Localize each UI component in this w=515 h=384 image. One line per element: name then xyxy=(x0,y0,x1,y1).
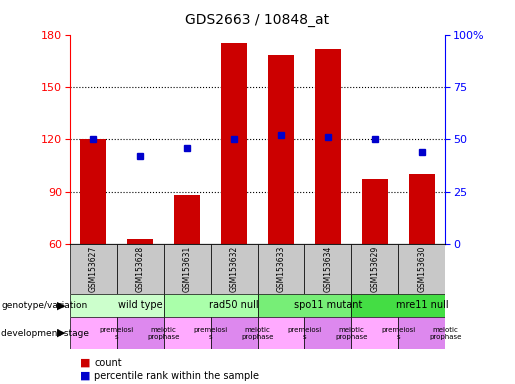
Bar xyxy=(352,244,399,294)
Text: GSM153627: GSM153627 xyxy=(89,246,97,292)
Bar xyxy=(70,294,164,317)
Text: spo11 mutant: spo11 mutant xyxy=(294,300,362,310)
Bar xyxy=(116,244,164,294)
Text: mre11 null: mre11 null xyxy=(396,300,448,310)
Bar xyxy=(268,56,294,244)
Text: development stage: development stage xyxy=(1,329,89,338)
Text: percentile rank within the sample: percentile rank within the sample xyxy=(94,371,259,381)
Text: GSM153632: GSM153632 xyxy=(230,246,238,292)
Bar xyxy=(70,244,116,294)
Bar xyxy=(304,317,352,349)
Bar xyxy=(127,238,153,244)
Text: GSM153634: GSM153634 xyxy=(323,246,333,292)
Bar xyxy=(211,317,258,349)
Text: GDS2663 / 10848_at: GDS2663 / 10848_at xyxy=(185,13,330,27)
Bar xyxy=(362,179,388,244)
Bar xyxy=(164,317,211,349)
Text: premeiosi
s: premeiosi s xyxy=(99,327,134,339)
Text: GSM153631: GSM153631 xyxy=(182,246,192,292)
Text: rad50 null: rad50 null xyxy=(209,300,259,310)
Text: GSM153628: GSM153628 xyxy=(135,246,145,292)
Bar xyxy=(221,43,247,244)
Bar xyxy=(258,244,304,294)
Text: meiotic
prophase: meiotic prophase xyxy=(147,327,180,339)
Text: ▶: ▶ xyxy=(57,328,65,338)
Bar xyxy=(409,174,435,244)
Bar xyxy=(80,139,106,244)
Text: premeiosi
s: premeiosi s xyxy=(381,327,416,339)
Text: genotype/variation: genotype/variation xyxy=(1,301,87,310)
Bar xyxy=(211,244,258,294)
Text: GSM153633: GSM153633 xyxy=(277,246,285,292)
Text: premeiosi
s: premeiosi s xyxy=(193,327,228,339)
Bar xyxy=(70,317,116,349)
Text: wild type: wild type xyxy=(118,300,162,310)
Text: GSM153629: GSM153629 xyxy=(370,246,380,292)
Bar xyxy=(304,244,352,294)
Text: GSM153630: GSM153630 xyxy=(418,246,426,292)
Bar xyxy=(116,317,164,349)
Bar xyxy=(352,294,445,317)
Bar xyxy=(164,244,211,294)
Text: meiotic
prophase: meiotic prophase xyxy=(242,327,273,339)
Bar xyxy=(352,317,399,349)
Text: ▶: ▶ xyxy=(57,300,65,310)
Bar xyxy=(164,294,258,317)
Text: meiotic
prophase: meiotic prophase xyxy=(430,327,461,339)
Bar xyxy=(258,294,352,317)
Text: ■: ■ xyxy=(80,371,90,381)
Bar xyxy=(315,48,341,244)
Bar xyxy=(174,195,200,244)
Text: meiotic
prophase: meiotic prophase xyxy=(335,327,368,339)
Text: premeiosi
s: premeiosi s xyxy=(287,327,322,339)
Text: count: count xyxy=(94,358,122,368)
Bar xyxy=(399,244,445,294)
Bar xyxy=(399,317,445,349)
Bar xyxy=(258,317,304,349)
Text: ■: ■ xyxy=(80,358,90,368)
